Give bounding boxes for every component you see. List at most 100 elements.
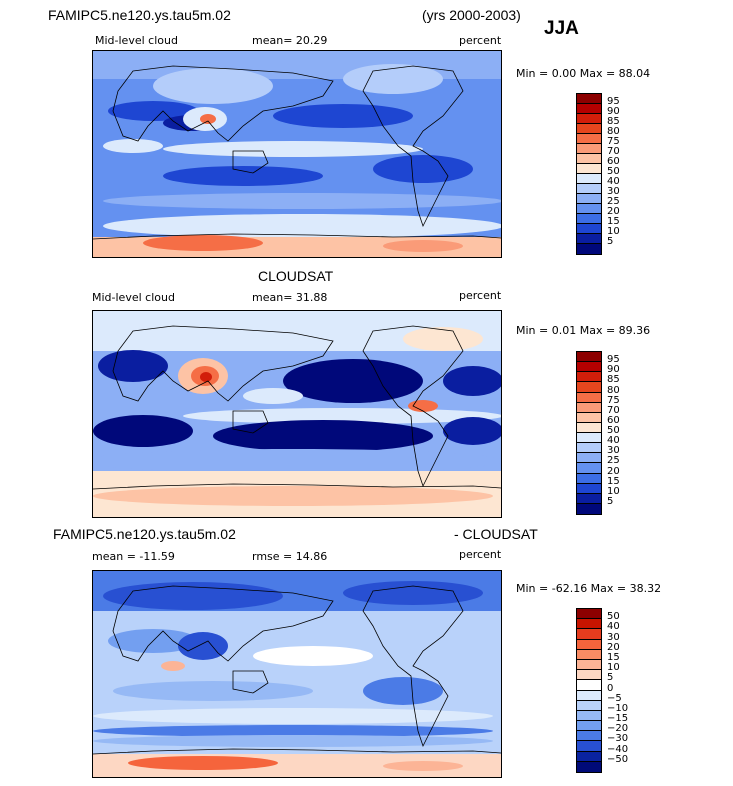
panel2-variable: Mid-level cloud — [92, 291, 175, 304]
colorbar-swatch — [577, 362, 601, 373]
colorbar-tick-label: −10 — [607, 702, 629, 714]
colorbar-swatch — [577, 94, 601, 104]
colorbar-swatch — [577, 659, 601, 671]
colorbar-swatch — [577, 493, 601, 504]
colorbar-swatch — [577, 690, 601, 701]
colorbar-tick-label: 20 — [607, 641, 620, 653]
colorbar-swatch — [577, 473, 601, 484]
colorbar-swatch — [577, 392, 601, 403]
panel3-minmax: Min = -62.16 Max = 38.32 — [516, 582, 662, 595]
colorbar-swatch — [577, 503, 601, 514]
colorbar-swatch — [577, 453, 601, 464]
colorbar-swatch — [577, 680, 601, 691]
colorbar-swatch — [577, 433, 601, 444]
colorbar-tick-label: −15 — [607, 713, 629, 725]
colorbar-swatch — [577, 721, 601, 732]
colorbar-swatch — [577, 234, 601, 244]
colorbar-swatch — [577, 761, 601, 772]
colorbar-swatch — [577, 731, 601, 742]
colorbar-swatch — [577, 214, 601, 224]
panel2-field — [93, 311, 501, 517]
panel2-colorbar — [576, 351, 602, 515]
panel2-mean: mean= 31.88 — [252, 291, 328, 304]
panel1-map — [92, 50, 502, 258]
colorbar-swatch — [577, 443, 601, 454]
panel1-variable: Mid-level cloud — [95, 34, 178, 47]
colorbar-swatch — [577, 134, 601, 144]
colorbar-swatch — [577, 204, 601, 214]
colorbar-tick-label: 20 — [607, 465, 620, 477]
colorbar-tick-label: 30 — [607, 186, 620, 197]
colorbar-tick-label: −40 — [607, 743, 629, 755]
colorbar-swatch — [577, 124, 601, 134]
colorbar-swatch — [577, 114, 601, 124]
colorbar-swatch — [577, 700, 601, 711]
colorbar-tick-label: −30 — [607, 733, 629, 745]
panel3-mean: mean = -11.59 — [92, 550, 175, 563]
colorbar-swatch — [577, 164, 601, 174]
colorbar-tick-label: 20 — [607, 206, 620, 217]
colorbar-swatch — [577, 402, 601, 413]
colorbar-tick-label: 15 — [607, 475, 620, 487]
colorbar-swatch — [577, 422, 601, 433]
colorbar-tick-label: 85 — [607, 374, 620, 386]
colorbar-tick-label: −20 — [607, 723, 629, 735]
colorbar-swatch — [577, 710, 601, 722]
colorbar-tick-label: 40 — [607, 435, 620, 447]
colorbar-swatch — [577, 649, 601, 660]
panel3-title-left: FAMIPC5.ne120.ys.tau5m.02 — [53, 526, 236, 542]
colorbar-tick-label: 75 — [607, 136, 620, 147]
panel1-units: percent — [459, 34, 502, 47]
panel3-title-right: - CLOUDSAT — [454, 526, 538, 542]
colorbar-tick-label: 25 — [607, 455, 620, 467]
panel2-title: CLOUDSAT — [258, 268, 334, 284]
panel3-rmse: rmse = 14.86 — [252, 550, 328, 563]
colorbar-swatch — [577, 244, 601, 254]
colorbar-tick-label: 70 — [607, 404, 620, 416]
colorbar-tick-label: 40 — [607, 176, 620, 187]
panel3-field — [93, 571, 501, 777]
colorbar-tick-label: 80 — [607, 384, 620, 396]
colorbar-swatch — [577, 382, 601, 393]
panel1-colorbar — [576, 93, 602, 255]
colorbar-tick-label: 5 — [607, 672, 614, 684]
colorbar-tick-label: 90 — [607, 106, 620, 117]
colorbar-tick-label: 95 — [607, 354, 620, 366]
colorbar-tick-label: 50 — [607, 166, 620, 177]
colorbar-tick-label: 5 — [607, 495, 614, 507]
colorbar-swatch — [577, 639, 601, 650]
colorbar-swatch — [577, 144, 601, 154]
panel2-map — [92, 310, 502, 518]
colorbar-swatch — [577, 751, 601, 762]
panel2-minmax: Min = 0.01 Max = 89.36 — [516, 324, 651, 337]
panel3-colorbar — [576, 608, 602, 773]
colorbar-swatch — [577, 483, 601, 494]
colorbar-tick-label: 25 — [607, 196, 620, 207]
colorbar-tick-label: 10 — [607, 485, 620, 497]
colorbar-tick-label: 70 — [607, 146, 620, 157]
colorbar-swatch — [577, 741, 601, 752]
colorbar-swatch — [577, 412, 601, 423]
colorbar-tick-label: 10 — [607, 226, 620, 237]
colorbar-tick-label: 5 — [607, 236, 614, 247]
colorbar-swatch — [577, 154, 601, 164]
panel1-field — [93, 51, 501, 257]
colorbar-swatch — [577, 629, 601, 640]
colorbar-swatch — [577, 352, 601, 363]
panel1-minmax: Min = 0.00 Max = 88.04 — [516, 67, 651, 80]
colorbar-tick-label: 85 — [607, 116, 620, 127]
colorbar-tick-label: 95 — [607, 96, 620, 107]
years-label: (yrs 2000-2003) — [422, 7, 521, 23]
colorbar-swatch — [577, 224, 601, 234]
colorbar-tick-label: 50 — [607, 611, 620, 623]
colorbar-swatch — [577, 609, 601, 620]
colorbar-tick-label: 50 — [607, 425, 620, 436]
colorbar-tick-label: 15 — [607, 651, 620, 663]
panel1-mean: mean= 20.29 — [252, 34, 328, 47]
colorbar-swatch — [577, 619, 601, 630]
colorbar-tick-label: 10 — [607, 662, 620, 674]
colorbar-swatch — [577, 670, 601, 681]
colorbar-tick-label: 30 — [607, 631, 620, 643]
panel3-units: percent — [459, 548, 502, 561]
colorbar-swatch — [577, 174, 601, 184]
